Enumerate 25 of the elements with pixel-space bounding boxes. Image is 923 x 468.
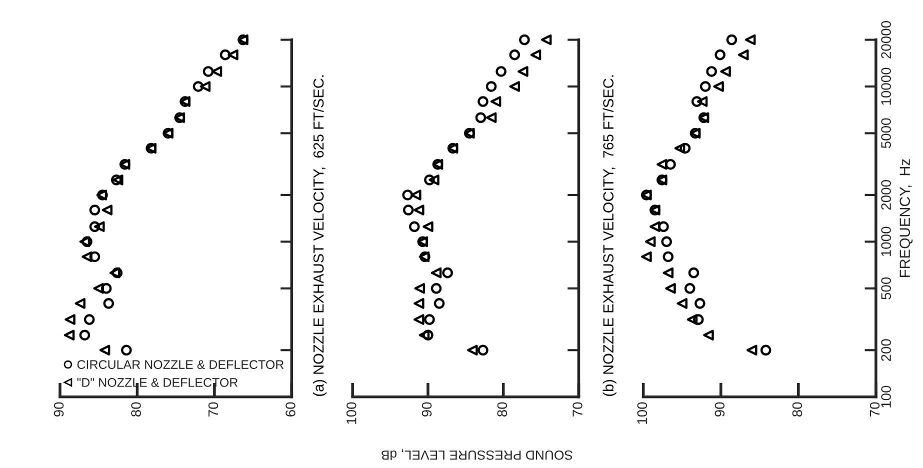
x-tick-label: 70: [572, 402, 582, 416]
y-tick-label: 20000: [881, 21, 891, 58]
x-tick-label: 80: [497, 402, 508, 417]
legend-label: CIRCULAR NOZZLE & DEFLECTOR: [77, 360, 284, 369]
x-tick-label: 90: [714, 402, 725, 417]
x-tick-label: 80: [131, 402, 141, 417]
y-tick-label: 200: [881, 339, 891, 362]
x-axis-title: SOUND PRESSURE LEVEL, dB: [382, 448, 572, 460]
x-tick-label: 70: [208, 402, 218, 416]
x-tick-label: 100: [346, 402, 356, 424]
legend-label: "D" NOZZLE & DEFLECTOR: [77, 378, 238, 387]
x-tick-label: 90: [54, 402, 64, 417]
y-tick-label: 2000: [881, 180, 891, 210]
x-tick-label: 90: [422, 402, 432, 417]
x-tick-label: 70: [870, 402, 880, 416]
y-axis-title: FREQUENCY, Hz: [900, 159, 913, 277]
x-tick-label: 80: [792, 402, 802, 417]
x-tick-label: 60: [286, 402, 296, 416]
y-tick-label: 10000: [881, 68, 891, 105]
text: (a) NOZZLE EXHAUST VELOCITY, 625 FT/SEC.: [313, 75, 327, 396]
text: (b) NOZZLE EXHAUST VELOCITY, 765 FT/SEC.: [602, 75, 616, 396]
y-tick-label: 5000: [881, 118, 891, 148]
x-tick-label: 100: [637, 402, 648, 424]
y-tick-label: 500: [881, 277, 891, 300]
y-tick-label: 1000: [881, 226, 891, 256]
